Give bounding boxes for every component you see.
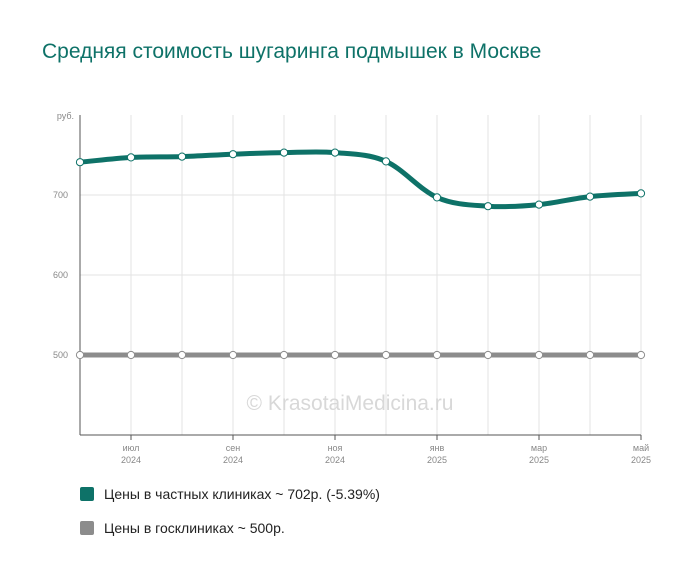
data-point <box>432 193 442 202</box>
data-point <box>534 200 544 209</box>
data-point <box>330 350 340 360</box>
data-point <box>177 350 187 360</box>
data-point <box>228 350 238 360</box>
data-point <box>585 192 595 201</box>
data-point <box>483 350 493 360</box>
x-tick-label-year: 2024 <box>325 455 345 465</box>
x-tick-label-month: сен <box>226 443 241 453</box>
data-point <box>534 350 544 360</box>
legend-swatch-private <box>80 487 94 501</box>
legend-label-private: Цены в частных клиниках ~ 702р. (-5.39%) <box>104 486 380 502</box>
data-point <box>75 158 85 167</box>
x-tick-label-month: ноя <box>328 443 343 453</box>
y-tick-label: 500 <box>53 350 68 360</box>
data-point <box>279 148 289 157</box>
legend-item-public[interactable]: Цены в госклиниках ~ 500р. <box>80 520 285 536</box>
x-tick-label-month: янв <box>430 443 445 453</box>
data-point <box>126 350 136 360</box>
x-tick-label-year: 2024 <box>121 455 141 465</box>
data-point <box>432 350 442 360</box>
data-point <box>381 157 391 166</box>
data-point <box>75 350 85 360</box>
data-point <box>636 350 646 360</box>
data-point <box>126 153 136 162</box>
data-point <box>483 202 493 211</box>
y-tick-label: 700 <box>53 190 68 200</box>
x-tick-label-year: 2025 <box>427 455 447 465</box>
series-line-0 <box>77 149 644 210</box>
y-tick-label: 600 <box>53 270 68 280</box>
data-point <box>330 148 340 157</box>
data-point <box>177 152 187 161</box>
y-axis-label: руб. <box>57 111 74 121</box>
x-tick-label-year: 2025 <box>631 455 651 465</box>
chart-title: Средняя стоимость шугаринга подмышек в М… <box>42 40 542 63</box>
legend-item-private[interactable]: Цены в частных клиниках ~ 702р. (-5.39%) <box>80 486 380 502</box>
legend-label-public: Цены в госклиниках ~ 500р. <box>104 520 285 536</box>
x-tick-label-year: 2025 <box>529 455 549 465</box>
data-point <box>636 189 646 198</box>
watermark: © KrasotaiMedicina.ru <box>246 392 454 415</box>
x-tick-label-month: июл <box>123 443 140 453</box>
data-point <box>228 150 238 159</box>
x-tick-label-month: май <box>633 443 649 453</box>
data-point <box>279 350 289 360</box>
data-point <box>585 350 595 360</box>
x-tick-label-month: мар <box>531 443 547 453</box>
x-tick-label-year: 2024 <box>223 455 243 465</box>
line-chart: 500 600 700 руб. июл 2024 сен 2024 ноя 2024 янв 202… <box>53 111 651 465</box>
legend-swatch-public <box>80 521 94 535</box>
data-point <box>381 350 391 360</box>
